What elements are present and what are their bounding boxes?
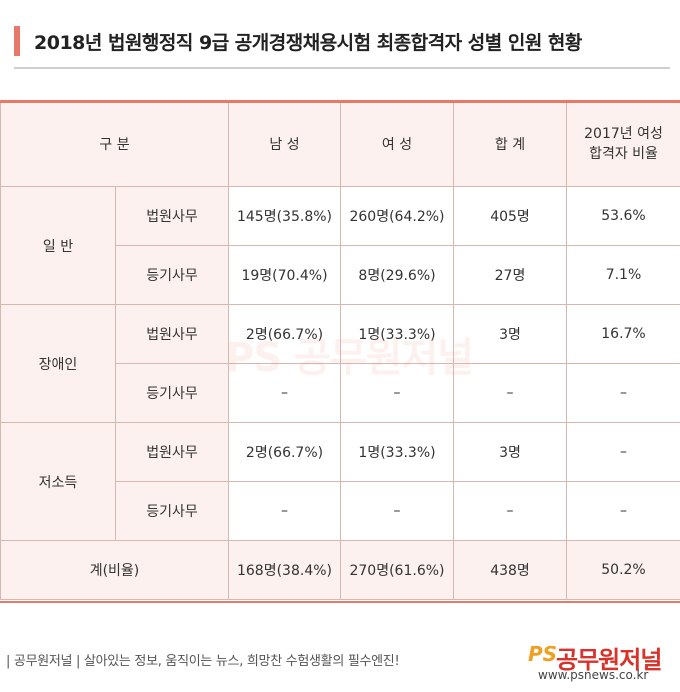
cell-total: – — [453, 481, 567, 541]
footer-url: www.psnews.co.kr — [538, 668, 649, 682]
group-general: 일 반 — [0, 186, 116, 305]
row-type: 법원사무 — [115, 186, 229, 246]
cell-ratio: 53.6% — [566, 186, 680, 246]
table-row: 등기사무 – – – – — [1, 363, 680, 423]
table-row: 저소득 법원사무 2명(66.7%) 1명(33.3%) 3명 – — [0, 422, 680, 541]
total-label: 계(비율) — [0, 540, 229, 600]
header-female: 여 성 — [340, 100, 454, 187]
header-ratio: 2017년 여성합격자 비율 — [566, 100, 680, 187]
cell-ratio: 7.1% — [566, 245, 680, 305]
table-header-row: 구 분 남 성 여 성 합 계 2017년 여성합격자 비율 — [0, 100, 680, 187]
total-sum: 438명 — [453, 540, 567, 600]
total-male: 168명(38.4%) — [228, 540, 341, 600]
cell-ratio: – — [566, 481, 680, 541]
logo-name: 공무원저널 — [556, 646, 662, 674]
cell-total: 3명 — [453, 422, 567, 482]
row-type: 법원사무 — [115, 304, 229, 364]
row-type: 법원사무 — [115, 422, 229, 482]
cell-ratio: – — [566, 363, 680, 423]
cell-female: 1명(33.3%) — [340, 304, 454, 364]
cell-ratio: – — [566, 422, 680, 482]
cell-male: 145명(35.8%) — [228, 186, 341, 246]
title-area: 2018년 법원행정직 9급 공개경쟁채용시험 최종합격자 성별 인원 현황 — [0, 0, 680, 74]
cell-male: 19명(70.4%) — [228, 245, 341, 305]
table-total-row: 계(비율) 168명(38.4%) 270명(61.6%) 438명 50.2% — [0, 540, 680, 600]
header-male: 남 성 — [228, 100, 341, 187]
cell-female: 260명(64.2%) — [340, 186, 454, 246]
table-bottom-border — [0, 601, 680, 603]
watermark-logo: PS 공무원저널 — [225, 335, 474, 381]
page-title: 2018년 법원행정직 9급 공개경쟁채용시험 최종합격자 성별 인원 현황 — [34, 32, 582, 54]
cell-male: 2명(66.7%) — [228, 422, 341, 482]
cell-female: 8명(29.6%) — [340, 245, 454, 305]
table-row: 일 반 법원사무 145명(35.8%) 260명(64.2%) 405명 53… — [0, 186, 680, 305]
header-ratio-text: 2017년 여성합격자 비율 — [584, 125, 663, 162]
total-female: 270명(61.6%) — [340, 540, 454, 600]
title-divider — [14, 67, 670, 69]
cell-ratio: 16.7% — [566, 304, 680, 364]
cell-total: 405명 — [453, 186, 567, 246]
cell-male: – — [228, 481, 341, 541]
row-type: 등기사무 — [115, 363, 229, 423]
row-type: 등기사무 — [115, 245, 229, 305]
logo-ps-mark: PS — [528, 642, 558, 666]
header-total: 합 계 — [453, 100, 567, 187]
table-row: 장애인 법원사무 2명(66.7%) 1명(33.3%) 3명 16.7% — [0, 304, 680, 423]
cell-total: 27명 — [453, 245, 567, 305]
cell-female: 1명(33.3%) — [340, 422, 454, 482]
cell-male: – — [228, 363, 341, 423]
title-accent-bar — [14, 26, 20, 56]
footer: | 공무원저널 | 살아있는 정보, 움직이는 뉴스, 희망찬 수험생활의 필수… — [0, 640, 680, 692]
row-type: 등기사무 — [115, 481, 229, 541]
header-category: 구 분 — [0, 100, 229, 187]
result-table: 구 분 남 성 여 성 합 계 2017년 여성합격자 비율 일 반 법원사무 … — [0, 100, 680, 600]
psnews-logo: PS 공무원저널 — [528, 640, 678, 680]
table-top-border — [0, 100, 680, 103]
cell-female: – — [340, 481, 454, 541]
footer-slogan: | 공무원저널 | 살아있는 정보, 움직이는 뉴스, 희망찬 수험생활의 필수… — [6, 654, 400, 669]
cell-total: – — [453, 363, 567, 423]
table-row: 등기사무 19명(70.4%) 8명(29.6%) 27명 7.1% — [1, 245, 680, 305]
group-low-income: 저소득 — [0, 422, 116, 541]
total-ratio: 50.2% — [566, 540, 680, 600]
group-disabled: 장애인 — [0, 304, 116, 423]
